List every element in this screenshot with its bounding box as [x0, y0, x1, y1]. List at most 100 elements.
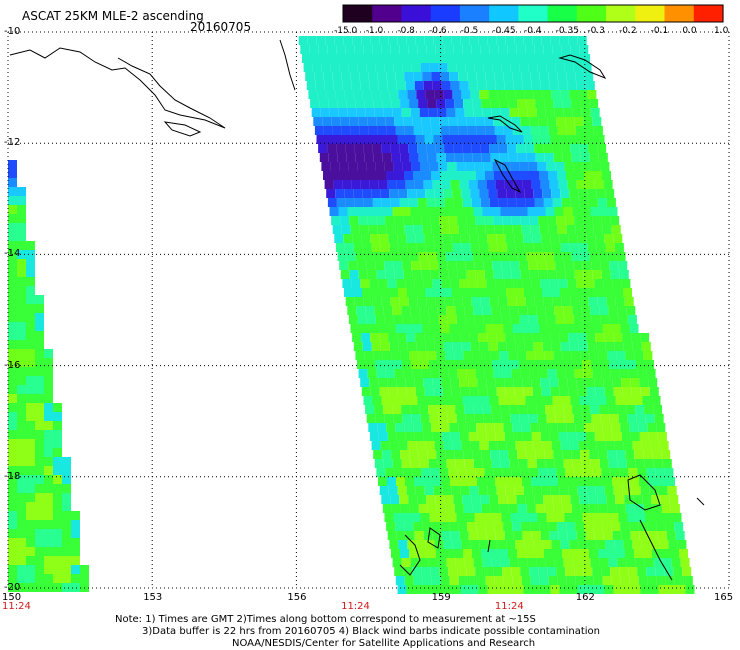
swath-cell	[668, 540, 678, 549]
swath-cell	[403, 468, 413, 477]
swath-cell	[627, 414, 637, 423]
swath-cell	[457, 369, 467, 378]
swath-cell	[368, 225, 378, 234]
swath-cell	[352, 36, 362, 45]
swath-cell	[513, 81, 523, 90]
swath-cell	[543, 144, 553, 153]
swath-cell	[35, 511, 44, 520]
swath-cell	[441, 81, 451, 90]
swath-cell	[26, 358, 35, 367]
swath-cell	[485, 225, 495, 234]
swath-cell	[456, 513, 466, 522]
swath-cell	[494, 324, 504, 333]
swath-cell	[416, 189, 426, 198]
swath-cell	[558, 477, 567, 486]
swath-cell	[569, 540, 579, 549]
swath-cell	[593, 126, 603, 135]
swath-cell	[488, 441, 498, 450]
swath-cell	[372, 297, 382, 306]
swath-cell	[434, 243, 444, 252]
swath-cell	[607, 351, 617, 360]
swath-cell	[491, 405, 501, 414]
swath-cell	[438, 261, 448, 270]
swath-cell	[475, 216, 485, 225]
swath-cell	[602, 522, 612, 531]
swath-cell	[399, 144, 409, 153]
swath-cell	[435, 45, 445, 54]
swath-cell	[44, 457, 53, 466]
swath-cell	[509, 405, 519, 414]
swath-cell	[426, 495, 436, 504]
swath-cell	[450, 81, 460, 90]
swath-cell	[653, 459, 663, 468]
swath-cell	[371, 90, 381, 99]
swath-cell	[365, 207, 375, 216]
swath-cell	[406, 234, 416, 243]
swath-cell	[26, 367, 35, 376]
swath-cell	[598, 450, 608, 459]
swath-cell	[648, 432, 658, 441]
swath-cell	[582, 315, 592, 324]
swath-cell	[62, 547, 71, 556]
swath-cell	[547, 468, 557, 477]
swath-cell	[515, 342, 525, 351]
swath-cell	[529, 117, 539, 126]
swath-cell	[340, 216, 350, 225]
swath-cell	[594, 531, 604, 540]
swath-cell	[435, 396, 445, 405]
swath-cell	[350, 126, 360, 135]
swath-cell	[26, 520, 35, 529]
swath-cell	[417, 198, 427, 207]
swath-cell	[460, 234, 470, 243]
swath-cell	[621, 477, 630, 486]
swath-cell	[427, 549, 436, 558]
swath-cell	[537, 162, 547, 171]
swath-cell	[370, 135, 380, 144]
swath-cell	[522, 180, 532, 189]
swath-cell	[483, 315, 493, 324]
swath-cell	[417, 495, 427, 504]
swath-cell	[532, 585, 542, 594]
swath-cell	[537, 513, 547, 522]
swath-cell	[411, 360, 420, 369]
swath-cell	[558, 432, 568, 441]
swath-cell	[585, 180, 595, 189]
swath-cell	[562, 153, 572, 162]
swath-cell	[575, 225, 585, 234]
swath-cell	[504, 531, 514, 540]
swath-cell	[524, 90, 534, 99]
swath-cell	[601, 216, 611, 225]
swath-cell	[640, 387, 650, 396]
swath-cell	[413, 576, 423, 585]
swath-cell	[591, 360, 600, 369]
swath-cell	[402, 261, 412, 270]
swath-cell	[501, 414, 511, 423]
swath-cell	[17, 394, 26, 403]
swath-cell	[566, 225, 576, 234]
swath-cell	[413, 324, 423, 333]
swath-cell	[468, 378, 478, 387]
swath-cell	[550, 234, 560, 243]
swath-cell	[432, 180, 442, 189]
swath-cell	[530, 423, 540, 432]
swath-cell	[8, 313, 17, 322]
swath-cell	[541, 234, 551, 243]
swath-cell	[537, 315, 547, 324]
swath-cell	[610, 270, 620, 279]
swath-cell	[590, 108, 600, 117]
swath-cell	[427, 99, 437, 108]
swath-cell	[357, 162, 367, 171]
swath-cell	[35, 295, 44, 304]
swath-cell	[414, 81, 424, 90]
swath-cell	[8, 169, 17, 178]
swath-cell	[506, 288, 515, 297]
swath-cell	[653, 405, 663, 414]
swath-cell	[405, 432, 415, 441]
swath-cell	[370, 387, 380, 396]
swath-cell	[8, 286, 17, 295]
swath-cell	[508, 252, 518, 261]
swath-cell	[513, 279, 523, 288]
colorbar-label: 0.0	[682, 26, 697, 36]
swath-cell	[412, 216, 422, 225]
swath-cell	[617, 558, 627, 567]
